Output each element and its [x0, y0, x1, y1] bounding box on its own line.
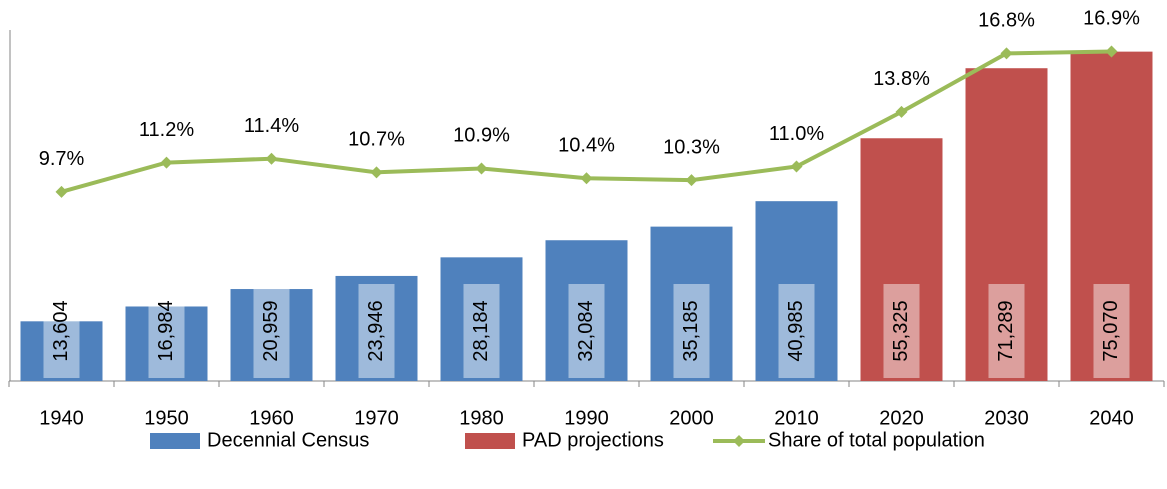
bar	[545, 240, 628, 381]
data-label-box	[43, 284, 80, 378]
data-label: 35,185	[680, 300, 702, 361]
marker	[685, 174, 698, 187]
bar	[1070, 51, 1153, 382]
data-label-box	[358, 284, 395, 378]
marker	[55, 185, 68, 198]
x-tick-label: 1970	[354, 407, 399, 429]
bar	[440, 257, 523, 381]
data-label: 9.7%	[39, 148, 85, 170]
marker	[1000, 47, 1013, 60]
data-label: 16,984	[155, 300, 177, 361]
marker	[790, 160, 803, 173]
x-tick-label: 1980	[459, 407, 504, 429]
marker	[895, 105, 908, 118]
marker	[1105, 45, 1118, 58]
data-label: 32,084	[575, 300, 597, 361]
data-label: 11.2%	[139, 119, 194, 141]
bar	[965, 68, 1048, 381]
data-label: 13.8%	[873, 68, 930, 90]
x-tick-label: 1940	[39, 407, 84, 429]
x-tick-label: 1990	[564, 407, 609, 429]
x-tick-label: 2030	[984, 407, 1029, 429]
x-tick-label: 2040	[1089, 407, 1134, 429]
bar	[860, 138, 943, 381]
marker	[475, 162, 488, 175]
data-label: 20,959	[260, 300, 282, 361]
x-tick-label: 1960	[249, 407, 294, 429]
bar	[20, 321, 103, 381]
data-label: 75,070	[1100, 300, 1122, 361]
bar	[335, 275, 418, 381]
bar	[230, 289, 313, 381]
data-label: 40,985	[785, 300, 807, 361]
data-label-box	[1093, 284, 1130, 378]
marker	[370, 166, 383, 179]
data-label: 10.3%	[663, 136, 720, 158]
marker	[265, 152, 278, 165]
data-label-box	[253, 284, 290, 378]
data-label: 10.4%	[558, 134, 615, 156]
data-label-box	[883, 284, 920, 378]
data-label: 23,946	[365, 300, 387, 361]
data-label: 28,184	[470, 300, 492, 361]
data-label-box	[568, 284, 605, 378]
data-label: 11.0%	[769, 123, 824, 145]
bar	[755, 201, 838, 381]
x-tick-label: 2000	[669, 407, 714, 429]
data-label: 10.7%	[348, 129, 405, 151]
data-label: 16.9%	[1083, 8, 1140, 30]
legend-swatch	[733, 435, 745, 447]
legend-swatch	[150, 433, 200, 449]
data-label: 13,604	[50, 300, 72, 361]
data-label: 16.8%	[978, 10, 1035, 32]
marker	[580, 172, 593, 185]
x-tick-label: 2010	[774, 407, 819, 429]
data-label-box	[148, 284, 185, 378]
data-label: 11.4%	[244, 115, 299, 137]
bar	[125, 306, 208, 381]
x-tick-label: 2020	[879, 407, 924, 429]
marker	[160, 156, 173, 169]
legend-label: Decennial Census	[207, 429, 369, 451]
legend-label: PAD projections	[522, 429, 664, 451]
bar	[650, 226, 733, 381]
data-label-box	[673, 284, 710, 378]
data-label-box	[988, 284, 1025, 378]
data-label: 10.9%	[453, 125, 510, 147]
line	[60, 49, 1112, 194]
legend-swatch	[465, 433, 515, 449]
legend-label: Share of total population	[768, 429, 985, 451]
data-label-box	[778, 284, 815, 378]
data-label-box	[463, 284, 500, 378]
data-label: 71,289	[995, 300, 1017, 361]
data-label: 55,325	[890, 300, 912, 361]
x-tick-label: 1950	[144, 407, 189, 429]
